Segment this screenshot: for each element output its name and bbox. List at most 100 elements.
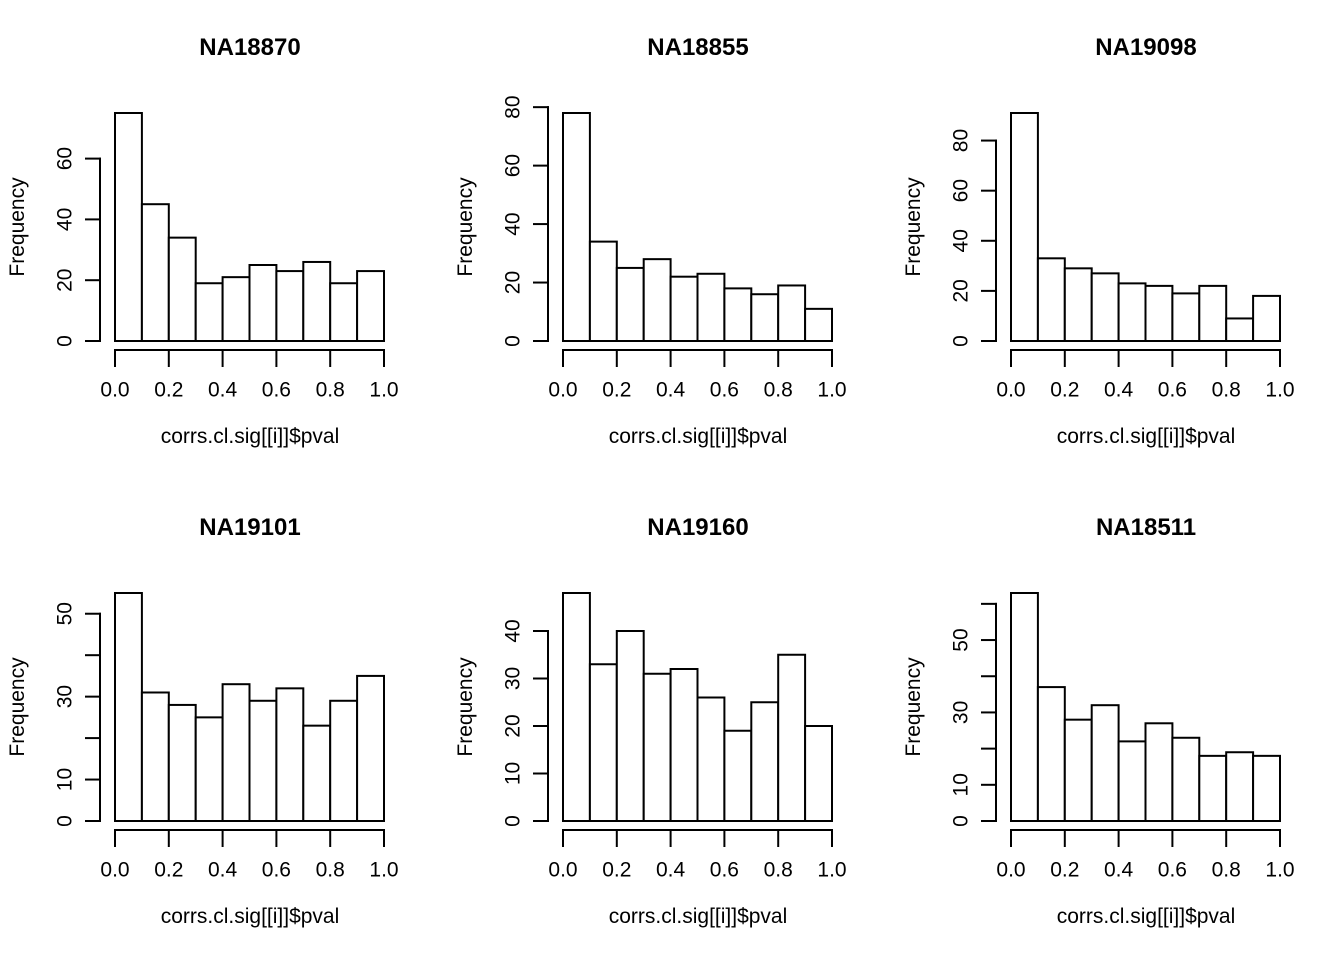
y-tick-label: 60 — [949, 179, 972, 202]
y-tick-label: 40 — [501, 212, 524, 235]
histogram-bar — [777, 284, 807, 343]
histogram-panel-6: 0 10 30 50 0.0 0.2 0.4 0.6 0.8 1.0 NA18511 Freque… — [896, 480, 1344, 960]
x-tick-label: 0.8 — [764, 378, 793, 401]
histogram-panel-4: 0 10 30 50 0.0 0.2 0.4 0.6 0.8 1.0 NA19101 Freque… — [0, 480, 448, 960]
y-tick-label: 50 — [949, 628, 972, 651]
x-axis-label: corrs.cl.sig[[i]]$pval — [160, 425, 340, 448]
x-axis-label: corrs.cl.sig[[i]]$pval — [608, 425, 788, 448]
y-tick-label: 0 — [53, 815, 76, 827]
histogram-bar — [1252, 754, 1282, 823]
chart-title: NA19098 — [1095, 34, 1197, 61]
histogram-bar — [114, 112, 143, 342]
y-tick-label: 20 — [501, 714, 524, 737]
histogram-bar — [302, 260, 332, 342]
y-tick-label: 30 — [501, 667, 524, 690]
histogram-bar — [642, 672, 672, 822]
x-tick-label: 0.6 — [262, 378, 291, 401]
y-tick-label: 60 — [53, 147, 76, 170]
chart-title: NA18870 — [199, 34, 301, 61]
plot-area: 0 10 30 50 0.0 0.2 0.4 0.6 0.8 1.0 — [53, 592, 399, 881]
histogram-bar — [194, 716, 224, 822]
x-tick-label: 0.2 — [154, 858, 183, 881]
x-tick-label: 0.6 — [1158, 858, 1187, 881]
x-tick-label: 0.0 — [996, 378, 1025, 401]
plot-area: 0 10 30 50 0.0 0.2 0.4 0.6 0.8 1.0 — [949, 592, 1295, 881]
histogram-bar — [275, 270, 305, 342]
y-axis-label: Frequency — [454, 657, 477, 757]
x-tick-label: 0.6 — [710, 858, 739, 881]
y-axis-label: Frequency — [902, 657, 925, 757]
histogram-bar — [302, 724, 332, 822]
plot-area: 0 20 40 60 80 0.0 0.2 0.4 0.6 0.8 1.0 — [949, 112, 1295, 401]
x-tick-label: 0.2 — [602, 378, 631, 401]
histogram-bar — [329, 699, 359, 822]
y-tick-label: 0 — [53, 335, 76, 347]
x-tick-label: 1.0 — [817, 858, 846, 881]
histogram-bar — [1036, 257, 1066, 343]
y-axis-label: Frequency — [902, 177, 925, 277]
histogram-bar — [750, 701, 780, 822]
histogram-bar — [804, 725, 834, 822]
y-axis-label: Frequency — [6, 657, 29, 757]
histogram-bar — [804, 307, 834, 343]
y-tick-label: 0 — [501, 335, 524, 347]
histogram-bar — [562, 112, 591, 342]
x-tick-label: 0.8 — [764, 858, 793, 881]
y-axis-label: Frequency — [454, 177, 477, 277]
histogram-bar — [1010, 592, 1039, 822]
histogram-bar — [588, 240, 618, 342]
histogram-bar — [562, 592, 591, 822]
y-tick-label: 10 — [501, 762, 524, 785]
x-tick-label: 0.8 — [316, 378, 345, 401]
x-tick-label: 0.8 — [1212, 378, 1241, 401]
chart-title: NA18855 — [647, 34, 749, 61]
histogram-bar — [275, 687, 305, 822]
histogram-bar — [777, 653, 807, 822]
histogram-bar — [1117, 740, 1147, 822]
x-tick-label: 0.4 — [1104, 378, 1134, 401]
plot-area: 0 10 20 30 40 0.0 0.2 0.4 0.6 0.8 1.0 — [501, 592, 847, 881]
plot-area: 0 20 40 60 80 0.0 0.2 0.4 0.6 0.8 1.0 — [501, 95, 846, 401]
y-tick-label: 40 — [501, 619, 524, 642]
chart-title: NA19160 — [647, 514, 749, 541]
histogram-bar — [1090, 272, 1120, 343]
x-tick-label: 0.0 — [548, 858, 577, 881]
x-tick-label: 0.2 — [154, 378, 183, 401]
histogram-bar — [696, 696, 726, 822]
x-tick-label: 0.0 — [548, 378, 577, 401]
histogram-bar — [642, 258, 672, 342]
histogram-bar — [114, 592, 143, 822]
y-tick-label: 30 — [53, 685, 76, 708]
histogram-bar — [194, 282, 224, 342]
histogram-bar — [615, 630, 645, 822]
histogram-bar — [1144, 284, 1174, 342]
y-tick-label: 30 — [949, 701, 972, 724]
y-tick-label: 0 — [949, 335, 972, 347]
histogram-bar — [1225, 751, 1255, 822]
x-tick-label: 0.6 — [710, 378, 739, 401]
histogram-bar — [248, 699, 278, 822]
y-tick-label: 20 — [501, 271, 524, 294]
histogram-panel-1: 0 20 40 60 0.0 0.2 0.4 0.6 0.8 1.0 NA18870 Freque… — [0, 0, 448, 480]
y-tick-label: 0 — [949, 815, 972, 827]
histogram-bar — [329, 282, 359, 342]
histogram-panel-5: 0 10 20 30 40 0.0 0.2 0.4 0.6 0.8 1.0 NA19160 Freq… — [448, 480, 896, 960]
plot-area: 0 20 40 60 0.0 0.2 0.4 0.6 0.8 1.0 — [53, 112, 399, 401]
x-tick-label: 0.4 — [656, 378, 686, 401]
histogram-bar — [669, 275, 699, 343]
x-tick-label: 0.4 — [656, 858, 686, 881]
x-axis-label: corrs.cl.sig[[i]]$pval — [1056, 425, 1236, 448]
histogram-bar — [1063, 718, 1093, 823]
y-tick-label: 20 — [949, 279, 972, 302]
y-axis-label: Frequency — [6, 177, 29, 277]
histogram-panel-2: 0 20 40 60 80 0.0 0.2 0.4 0.6 0.8 1.0 NA18855 Freq… — [448, 0, 896, 480]
x-tick-label: 1.0 — [1265, 858, 1294, 881]
x-tick-label: 0.4 — [208, 378, 238, 401]
x-tick-label: 0.0 — [996, 858, 1025, 881]
chart-title: NA19101 — [199, 514, 301, 541]
y-tick-label: 80 — [949, 129, 972, 152]
x-tick-label: 0.0 — [100, 378, 129, 401]
x-tick-label: 1.0 — [369, 858, 398, 881]
y-tick-label: 60 — [501, 154, 524, 177]
